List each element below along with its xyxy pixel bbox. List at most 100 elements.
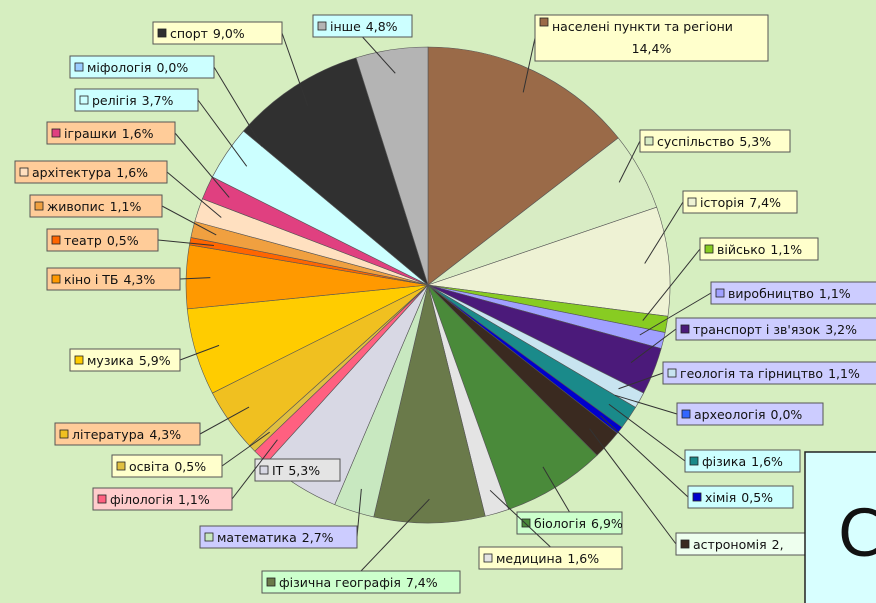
value-label: 5,3% (288, 463, 320, 478)
category-name: транспорт і зв'язок (693, 322, 821, 337)
value-label: 0,5% (174, 459, 206, 474)
legend-swatch (688, 198, 696, 206)
category-name: фізика (702, 454, 746, 469)
value-label: 1,1% (110, 199, 142, 214)
data-label: археологія 0,0% (694, 407, 802, 422)
value-label: 1,1% (819, 286, 851, 301)
data-label: театр0,5% (64, 233, 139, 248)
legend-swatch (260, 466, 268, 474)
data-label: IT 5,3% (272, 463, 320, 478)
category-name: історія (700, 195, 744, 210)
value-label: 4,3% (149, 427, 181, 442)
legend-swatch (205, 533, 213, 541)
data-label: фізична географія 7,4% (279, 575, 438, 590)
value-label: 14,4% (632, 41, 672, 56)
data-label: військо 1,1% (717, 242, 802, 257)
value-label: 1,6% (122, 126, 154, 141)
data-label: філологія 1,1% (110, 492, 210, 507)
category-name: археологія (694, 407, 766, 422)
category-name: музика (87, 353, 134, 368)
value-label: 2, (772, 537, 784, 552)
category-name: хімія (705, 490, 736, 505)
category-name: геологія та гірництво (680, 366, 823, 381)
legend-swatch (681, 325, 689, 333)
data-label: міфологія 0,0% (87, 60, 188, 75)
legend-swatch (35, 202, 43, 210)
data-label: фізика 1,6% (702, 454, 783, 469)
category-name: міфологія (87, 60, 151, 75)
legend-swatch (52, 236, 60, 244)
data-label: релігія3,7% (92, 93, 174, 108)
category-name: біологія (534, 516, 586, 531)
data-label: суспільство 5,3% (657, 134, 771, 149)
category-name: іграшки (64, 126, 117, 141)
data-label: виробництво 1,1% (728, 286, 851, 301)
value-label: 1,1% (828, 366, 860, 381)
data-label: біологія 6,9% (534, 516, 623, 531)
legend-swatch (705, 245, 713, 253)
data-label: музика 5,9% (87, 353, 171, 368)
value-label: 6,9% (591, 516, 623, 531)
category-name: військо (717, 242, 765, 257)
category-name: освіта (129, 459, 169, 474)
legend-swatch (98, 495, 106, 503)
category-name: театр (64, 233, 102, 248)
value-label: 1,1% (178, 492, 210, 507)
data-label: іграшки 1,6% (64, 126, 154, 141)
category-name: кіно і ТБ (64, 272, 118, 287)
data-label: історія7,4% (700, 195, 781, 210)
category-name: інше (330, 19, 361, 34)
legend-swatch (52, 129, 60, 137)
legend-swatch (540, 18, 548, 26)
legend-swatch (52, 275, 60, 283)
overlay-text: С (838, 498, 876, 572)
data-label: математика 2,7% (217, 530, 334, 545)
data-label: геологія та гірництво 1,1% (680, 366, 860, 381)
legend-swatch (60, 430, 68, 438)
legend-swatch (690, 457, 698, 465)
legend-swatch (693, 493, 701, 501)
value-label: 2,7% (302, 530, 334, 545)
category-name: медицина (496, 551, 562, 566)
legend-swatch (117, 462, 125, 470)
value-label: 3,7% (142, 93, 174, 108)
pie (186, 47, 670, 523)
legend-swatch (20, 168, 28, 176)
leader-line (601, 416, 688, 497)
category-name: суспільство (657, 134, 734, 149)
value-label: 1,1% (770, 242, 802, 257)
legend-swatch (267, 578, 275, 586)
value-label: 7,4% (406, 575, 438, 590)
category-name: філологія (110, 492, 173, 507)
legend-swatch (645, 137, 653, 145)
data-label: медицина 1,6% (496, 551, 599, 566)
legend-swatch (668, 369, 676, 377)
value-label: 0,0% (156, 60, 188, 75)
legend-swatch (682, 410, 690, 418)
category-name: IT (272, 463, 284, 478)
value-label: 5,9% (139, 353, 171, 368)
value-label: 1,6% (751, 454, 783, 469)
legend-swatch (80, 96, 88, 104)
value-label: 0,0% (771, 407, 803, 422)
category-name: живопис (47, 199, 105, 214)
legend-swatch (158, 29, 166, 37)
value-label: 1,6% (116, 165, 148, 180)
legend-swatch (318, 22, 326, 30)
legend-swatch (75, 63, 83, 71)
value-label: 1,6% (567, 551, 599, 566)
data-label: освіта 0,5% (129, 459, 206, 474)
leader-line (214, 67, 262, 146)
value-label: 3,2% (825, 322, 857, 337)
category-name: математика (217, 530, 297, 545)
category-name: астрономія (693, 537, 767, 552)
value-label: 5,3% (739, 134, 771, 149)
legend-swatch (522, 519, 530, 527)
category-name: фізична географія (279, 575, 401, 590)
legend-swatch (484, 554, 492, 562)
category-name: виробництво (728, 286, 814, 301)
category-name: література (72, 427, 144, 442)
data-label: спорт9,0% (170, 26, 245, 41)
data-label: живопис 1,1% (47, 199, 141, 214)
